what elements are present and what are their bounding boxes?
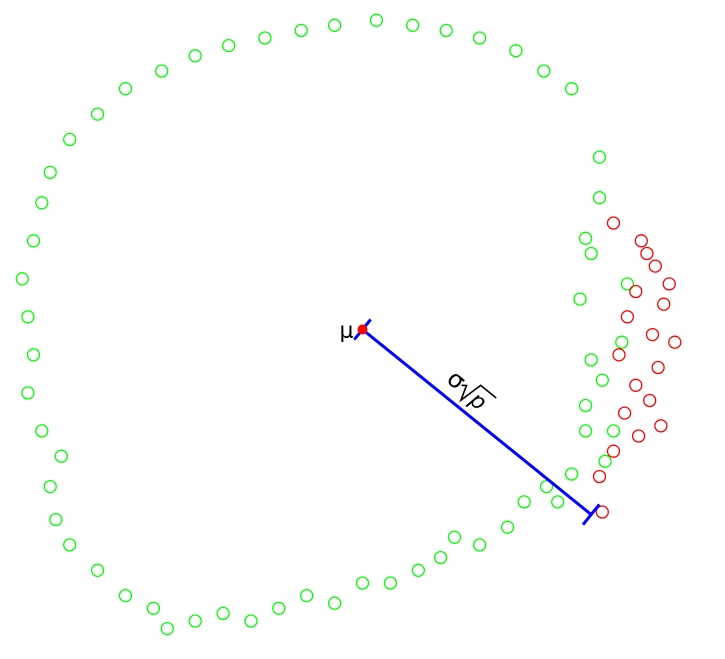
green-point — [447, 530, 462, 544]
green-point — [90, 563, 105, 577]
green-point — [35, 196, 49, 210]
green-point — [216, 606, 230, 621]
green-point — [433, 550, 448, 565]
green-point — [369, 13, 384, 27]
green-point — [294, 23, 308, 38]
green-point — [517, 495, 531, 509]
red-point — [645, 327, 660, 342]
green-point — [411, 563, 425, 577]
green-point — [578, 424, 593, 438]
overlay-layer: μ σ p — [340, 318, 601, 526]
green-point — [606, 424, 621, 438]
green-point — [584, 246, 598, 261]
green-point — [539, 479, 554, 494]
center-label: μ — [340, 319, 354, 344]
red-point — [657, 297, 671, 311]
green-point — [160, 621, 174, 636]
center-point — [357, 324, 368, 335]
radius-cap-end — [581, 503, 601, 526]
green-point — [327, 18, 342, 32]
radius-label: σ p — [442, 364, 497, 416]
red-point — [648, 259, 662, 273]
green-point — [406, 18, 420, 32]
green-point — [598, 454, 612, 468]
green-point — [26, 348, 41, 362]
radius-label-sqrt-sign — [459, 384, 497, 403]
red-point — [634, 234, 648, 248]
green-point — [472, 538, 487, 552]
green-point — [21, 386, 35, 400]
green-point — [578, 231, 593, 245]
red-point — [651, 360, 665, 375]
green-point — [54, 449, 68, 463]
green-point — [49, 512, 63, 527]
green-point — [63, 538, 77, 552]
green-point — [620, 277, 635, 291]
green-point — [63, 132, 77, 147]
green-point — [300, 588, 314, 603]
green-point — [592, 191, 607, 205]
red-point — [629, 284, 643, 299]
green-point — [383, 576, 398, 590]
green-point — [509, 44, 523, 58]
red-point — [668, 335, 682, 349]
green-point — [118, 588, 133, 603]
green-point — [439, 23, 453, 38]
green-point — [26, 234, 41, 248]
green-point — [21, 310, 35, 324]
red-point — [617, 406, 632, 420]
green-point — [43, 165, 57, 180]
red-point — [606, 444, 621, 458]
green-point — [35, 424, 49, 438]
red-point — [629, 378, 643, 392]
green-point — [537, 64, 551, 78]
radius-label-sigma: σ — [442, 364, 471, 395]
red-point — [640, 246, 654, 261]
green-point — [43, 479, 57, 494]
red-point — [643, 393, 657, 408]
green-point — [15, 272, 29, 286]
red-point — [612, 348, 626, 362]
green-point — [155, 64, 169, 78]
green-point — [118, 82, 133, 96]
green-point — [90, 107, 105, 121]
red-point — [631, 429, 646, 443]
green-point — [188, 614, 202, 628]
green-point — [472, 31, 487, 45]
green-point — [146, 601, 161, 615]
green-point — [573, 292, 587, 306]
green-point — [551, 495, 565, 509]
green-point — [327, 596, 342, 610]
green-point — [188, 49, 202, 63]
green-point — [595, 373, 609, 387]
green-point — [578, 398, 593, 413]
green-point — [584, 353, 598, 367]
green-point — [258, 31, 272, 45]
radius-line — [361, 328, 593, 516]
green-point — [222, 38, 236, 53]
green-point — [272, 601, 286, 615]
green-point — [615, 335, 629, 349]
red-point — [606, 216, 621, 230]
green-point — [500, 520, 515, 534]
red-point — [592, 469, 607, 484]
green-point — [355, 576, 370, 590]
red-point — [595, 505, 609, 519]
red-point — [662, 277, 676, 291]
points-layer — [15, 13, 682, 636]
red-point — [654, 419, 668, 433]
green-point — [564, 82, 579, 96]
red-point — [620, 310, 635, 324]
green-point — [592, 150, 607, 164]
green-point — [244, 614, 258, 628]
green-point — [564, 467, 579, 481]
